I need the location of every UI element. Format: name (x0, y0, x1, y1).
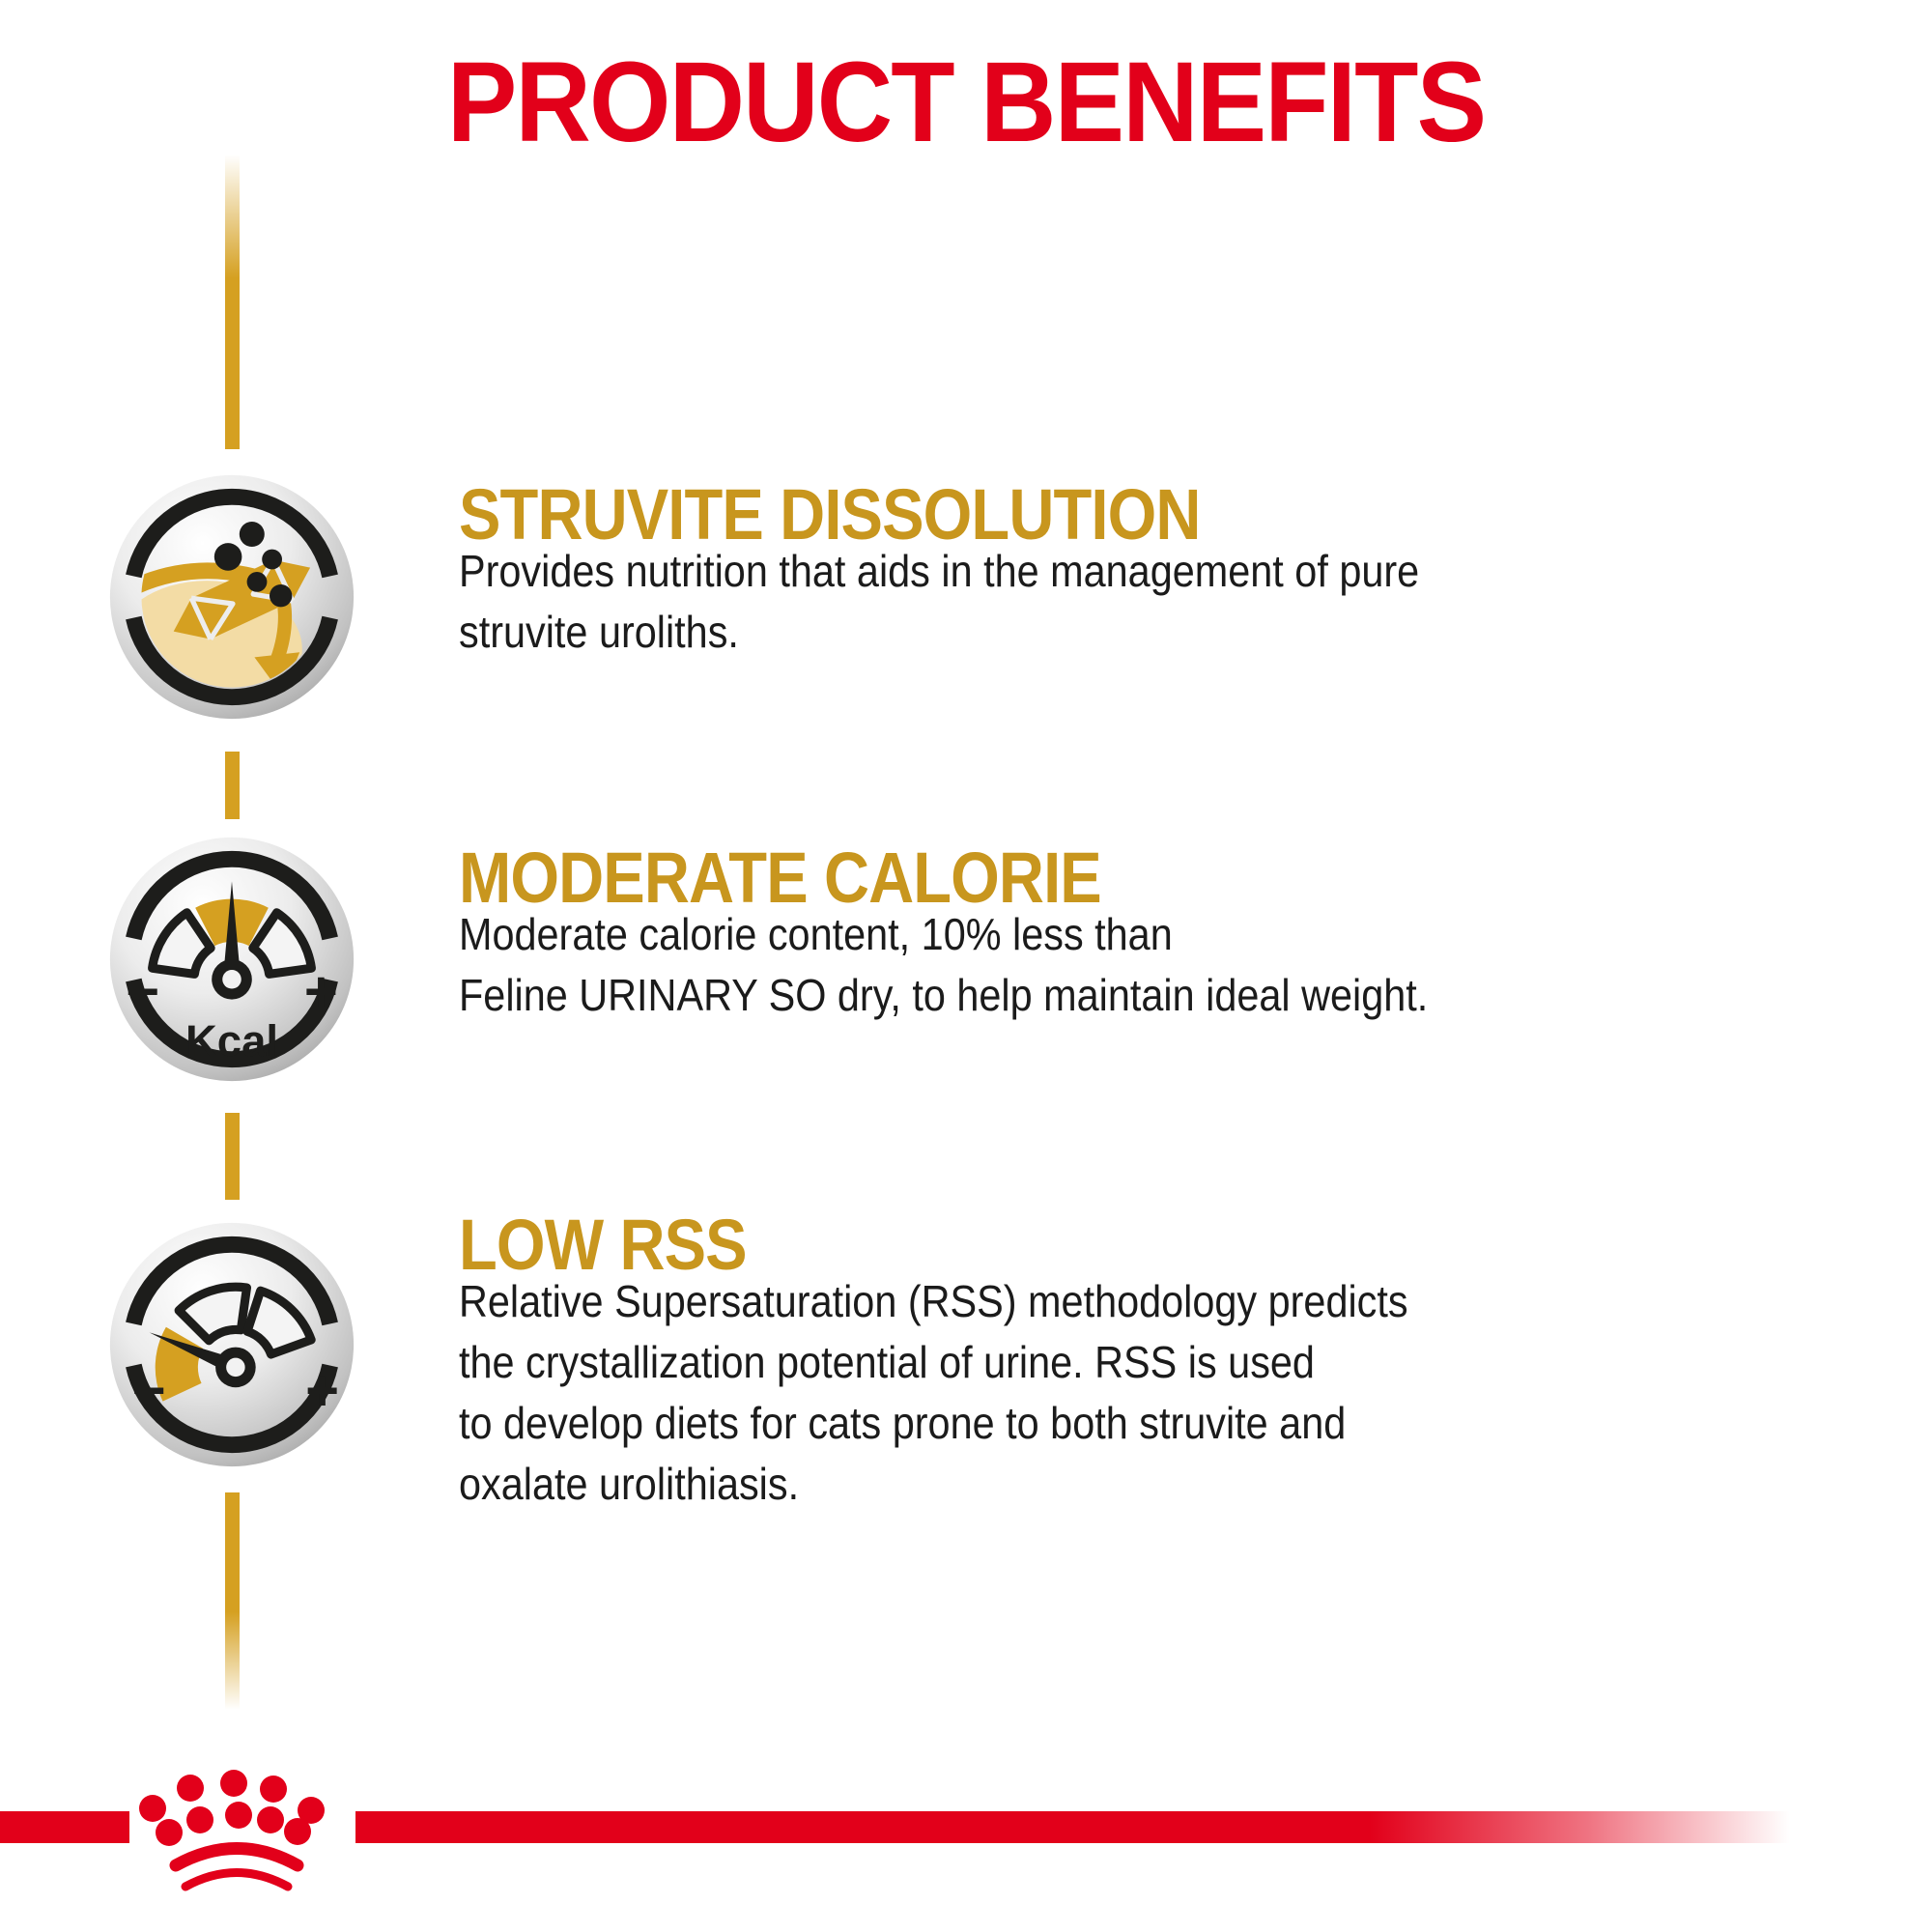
badge-ring (126, 850, 338, 1068)
kcal-gauge-icon: − + Kcal (109, 837, 355, 1082)
body-line: Feline URINARY SO dry, to help maintain … (459, 970, 1429, 1020)
struvite-crystal (173, 558, 311, 640)
badge-ring (126, 1236, 338, 1454)
rail-segment-1-2 (225, 752, 240, 819)
body-line: struvite uroliths. (459, 607, 739, 657)
benefit-body-struvite-dissolution: Provides nutrition that aids in the mana… (459, 541, 1419, 663)
body-line: oxalate urolithiasis. (459, 1459, 800, 1509)
benefit-heading-struvite-dissolution: STRUVITE DISSOLUTION (459, 474, 1201, 554)
rail-segment-top (225, 155, 240, 449)
royal-canin-crown-paw-logo (139, 1770, 325, 1891)
gauge-outline-segments (174, 1282, 316, 1359)
crown-pad-arcs (169, 1842, 304, 1891)
badge-ring (126, 488, 338, 706)
dissolve-arrow-head (254, 652, 300, 688)
body-line: to develop diets for cats prone to both … (459, 1398, 1347, 1448)
kcal-label: Kcal (185, 1016, 278, 1065)
footer-red-bar-right (355, 1811, 1804, 1843)
benefit-body-low-rss: Relative Supersaturation (RSS) methodolo… (459, 1271, 1408, 1515)
rail-segment-2-3 (225, 1113, 240, 1200)
gauge-hub-center (226, 1357, 245, 1378)
benefit-heading-moderate-calorie: MODERATE CALORIE (459, 838, 1102, 918)
gauge-needle (223, 881, 241, 972)
body-line: the crystallization potential of urine. … (459, 1337, 1315, 1387)
gauge-outline-segments (148, 908, 316, 979)
gauge-minus-label: − (132, 1358, 166, 1423)
crown-dots (139, 1770, 325, 1846)
struvite-dissolution-icon (109, 474, 355, 720)
gauge-needle-low (149, 1332, 232, 1372)
benefit-heading-low-rss: LOW RSS (459, 1205, 748, 1285)
footer-red-bar-left (0, 1811, 129, 1843)
body-line: Provides nutrition that aids in the mana… (459, 546, 1420, 596)
gauge-plus-label: + (304, 958, 338, 1023)
metal-badge (109, 1222, 355, 1467)
page-title: PRODUCT BENEFITS (446, 39, 1487, 166)
benefit-body-moderate-calorie: Moderate calorie content, 10% less than … (459, 904, 1428, 1026)
rail-segment-bottom (225, 1492, 240, 1710)
gauge-minus-label: − (126, 958, 159, 1023)
dish-rim (141, 562, 263, 601)
gauge-plus-label: + (305, 1358, 339, 1423)
crystal-particles (213, 522, 293, 608)
low-rss-gauge-icon: − + (109, 1222, 355, 1467)
gauge-hub-center (222, 970, 242, 989)
body-line: Moderate calorie content, 10% less than (459, 909, 1173, 959)
body-line: Relative Supersaturation (RSS) methodolo… (459, 1276, 1408, 1326)
